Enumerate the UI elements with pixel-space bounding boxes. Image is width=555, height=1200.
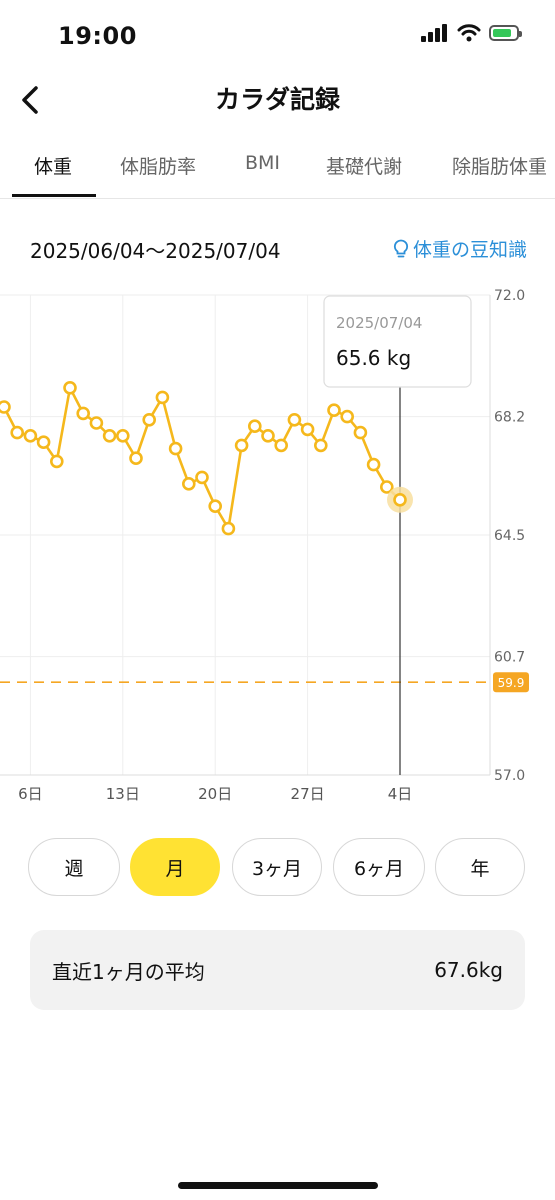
x-tick-label: 20日 — [198, 785, 232, 803]
date-range: 2025/06/04〜2025/07/04 — [30, 239, 281, 263]
monthly-average-card: 直近1ヶ月の平均 67.6kg — [30, 930, 525, 1010]
data-point — [129, 451, 143, 465]
data-point — [89, 416, 104, 430]
signal-icon — [421, 24, 447, 42]
weight-chart[interactable]: 72.0 68.2 64.5 60.7 57.0 6日 13日 20日 27日 4日 59.9 202… — [0, 280, 555, 810]
selected-data-point — [393, 493, 407, 507]
data-point — [36, 435, 51, 449]
data-point — [366, 457, 381, 472]
period-year-button[interactable]: 年 — [435, 838, 525, 896]
data-point — [116, 429, 130, 443]
tab-bmi[interactable]: BMI — [245, 152, 281, 174]
tab-basal-metabolism[interactable]: 基礎代謝 — [326, 156, 403, 178]
x-tick-label: 4日 — [388, 785, 413, 803]
period-week-button[interactable]: 週 — [28, 838, 120, 896]
data-point — [23, 429, 38, 443]
data-point — [168, 441, 183, 456]
metric-tabs: 体重 体脂肪率 BMI 基礎代謝 除脂肪体重 — [0, 130, 555, 199]
lightbulb-icon — [393, 239, 409, 257]
y-tick-label: 68.2 — [494, 410, 525, 426]
data-point — [300, 422, 315, 437]
status-icons — [421, 24, 522, 42]
back-button[interactable] — [8, 78, 52, 122]
weight-tips-link[interactable]: 体重の豆知識 — [393, 235, 527, 262]
data-point — [142, 413, 156, 427]
status-time: 19:00 — [58, 22, 137, 50]
period-month-button[interactable]: 月 — [130, 838, 220, 896]
data-point — [379, 480, 394, 494]
data-point — [49, 454, 64, 469]
tooltip-box — [323, 295, 472, 388]
average-value: 67.6kg — [434, 958, 503, 982]
tab-lean-mass[interactable]: 除脂肪体重 — [452, 156, 548, 178]
y-tick-label: 64.5 — [494, 528, 525, 544]
data-point — [221, 521, 236, 536]
x-tick-label: 13日 — [106, 785, 140, 803]
data-point — [287, 413, 302, 427]
data-point — [261, 429, 275, 443]
data-point — [195, 470, 209, 485]
weight-tips-label: 体重の豆知識 — [412, 239, 527, 261]
y-tick-label: 60.7 — [494, 650, 525, 666]
chevron-left-icon — [22, 86, 38, 114]
average-label: 直近1ヶ月の平均 — [52, 959, 205, 984]
period-6month-button[interactable]: 6ヶ月 — [333, 838, 425, 896]
period-3month-button[interactable]: 3ヶ月 — [232, 838, 322, 896]
data-point — [340, 409, 355, 424]
data-point — [353, 425, 368, 440]
active-tab-indicator — [12, 194, 96, 197]
data-point — [63, 381, 77, 395]
y-tick-label: 72.0 — [494, 288, 525, 304]
data-point — [208, 499, 222, 513]
data-point — [313, 438, 328, 453]
data-point — [248, 419, 262, 433]
battery-icon — [489, 25, 522, 41]
x-tick-label: 6日 — [18, 785, 43, 803]
data-point — [0, 400, 11, 414]
data-point — [155, 390, 170, 405]
data-point — [274, 438, 289, 453]
home-indicator — [178, 1182, 378, 1189]
goal-badge-label: 59.9 — [498, 676, 525, 690]
tooltip-date: 2025/07/04 — [336, 314, 422, 332]
data-point — [10, 425, 25, 440]
data-point — [234, 438, 249, 453]
tab-body-fat[interactable]: 体脂肪率 — [120, 156, 197, 178]
x-tick-label: 27日 — [291, 785, 325, 803]
tab-weight[interactable]: 体重 — [34, 156, 73, 178]
data-point — [182, 477, 196, 491]
data-point — [327, 403, 341, 417]
goal-badge — [493, 672, 529, 693]
data-point — [102, 429, 117, 443]
page-title: カラダ記録 — [214, 85, 340, 114]
tooltip-value: 65.6 kg — [336, 346, 411, 370]
y-tick-label: 57.0 — [494, 768, 525, 784]
data-point — [76, 406, 90, 421]
wifi-icon — [457, 24, 481, 42]
